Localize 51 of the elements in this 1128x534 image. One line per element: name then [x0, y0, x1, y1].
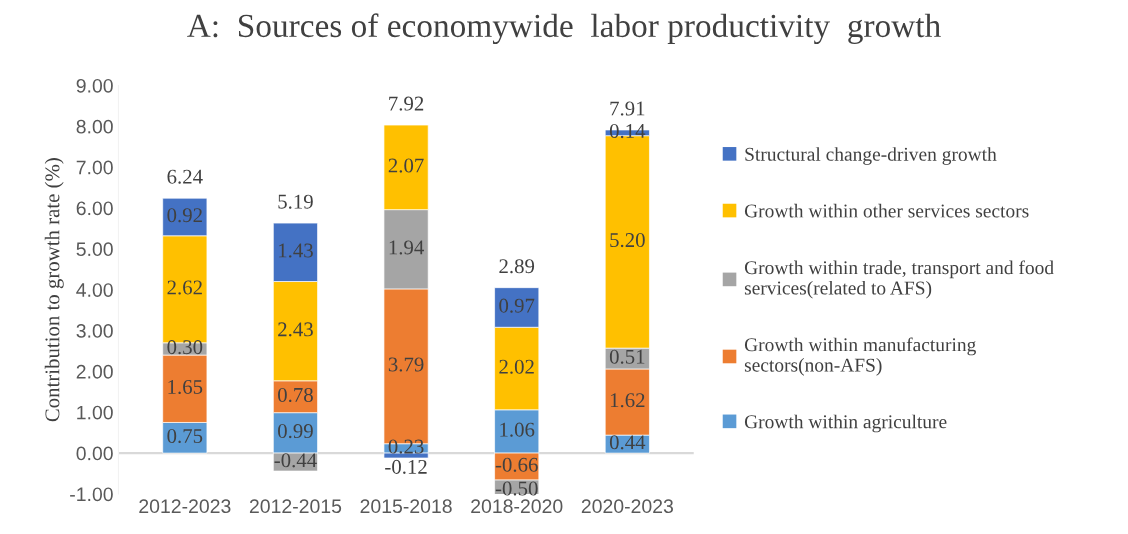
data-label: 1.06 — [500, 422, 535, 437]
y-tick-label: 2.00 — [76, 364, 113, 379]
data-label: 0.30 — [167, 340, 203, 355]
y-tick-label: -1.00 — [70, 487, 113, 502]
data-label: 3.79 — [388, 357, 424, 372]
x-tick-label: 2012-2023 — [139, 499, 231, 514]
data-label: 2.07 — [388, 158, 424, 173]
legend-label: Growth within other services sectors — [744, 203, 1029, 218]
data-label: 1.62 — [610, 393, 645, 408]
total-label: 7.92 — [389, 96, 424, 111]
x-tick-label: 2018-2020 — [471, 499, 563, 514]
legend-label: Growth within manufacturing sectors(non-AFS) — [744, 337, 976, 376]
data-label: 2.43 — [278, 322, 313, 337]
data-label: 0.99 — [278, 424, 313, 439]
total-label: 7.91 — [610, 101, 645, 116]
chart-title: A: Sources of economywide labor productivity growth — [187, 13, 941, 45]
x-tick-label: 2012-2015 — [249, 499, 342, 514]
data-label: 1.65 — [168, 379, 203, 395]
data-label: 5.20 — [610, 233, 645, 248]
legend-label: Growth within agriculture — [744, 414, 947, 433]
y-tick-label: 8.00 — [76, 119, 113, 134]
x-tick-label: 2020-2023 — [581, 499, 673, 514]
y-tick-label: 1.00 — [77, 405, 113, 420]
y-tick-label: 9.00 — [76, 78, 113, 93]
y-tick-label: 6.00 — [76, 201, 113, 216]
total-label: 2.89 — [499, 259, 535, 274]
y-tick-label: 5.00 — [76, 242, 113, 257]
data-label: 0.78 — [278, 387, 313, 403]
total-label: 5.19 — [278, 194, 313, 209]
data-label: 2.02 — [499, 359, 534, 374]
y-tick-label: 4.00 — [76, 283, 113, 297]
data-label: 0.51 — [609, 349, 645, 364]
total-label: 6.24 — [167, 169, 203, 184]
data-label: -0.12 — [385, 459, 427, 474]
y-tick-label: 3.00 — [76, 324, 113, 338]
data-label: 1.43 — [279, 243, 313, 258]
data-label: 0.92 — [167, 208, 202, 223]
x-tick-label: 2015-2018 — [360, 499, 452, 514]
data-label: 0.44 — [609, 435, 646, 450]
data-label: 0.97 — [499, 298, 535, 313]
data-label: -0.66 — [495, 457, 538, 472]
data-label: -0.50 — [495, 481, 538, 496]
y-tick-label: 0.00 — [76, 446, 113, 461]
data-label: 2.62 — [167, 280, 202, 295]
data-label: -0.44 — [274, 453, 317, 468]
y-tick-label: 7.00 — [76, 160, 113, 175]
legend-label: Structural change-driven growth — [745, 147, 997, 165]
data-label: 1.94 — [389, 240, 424, 255]
legend-label: Growth within trade, transport and food services(related to AFS) — [744, 260, 1054, 299]
y-axis-title: Contribution to growth rate (%) — [44, 158, 64, 422]
data-label: 0.75 — [167, 428, 203, 444]
